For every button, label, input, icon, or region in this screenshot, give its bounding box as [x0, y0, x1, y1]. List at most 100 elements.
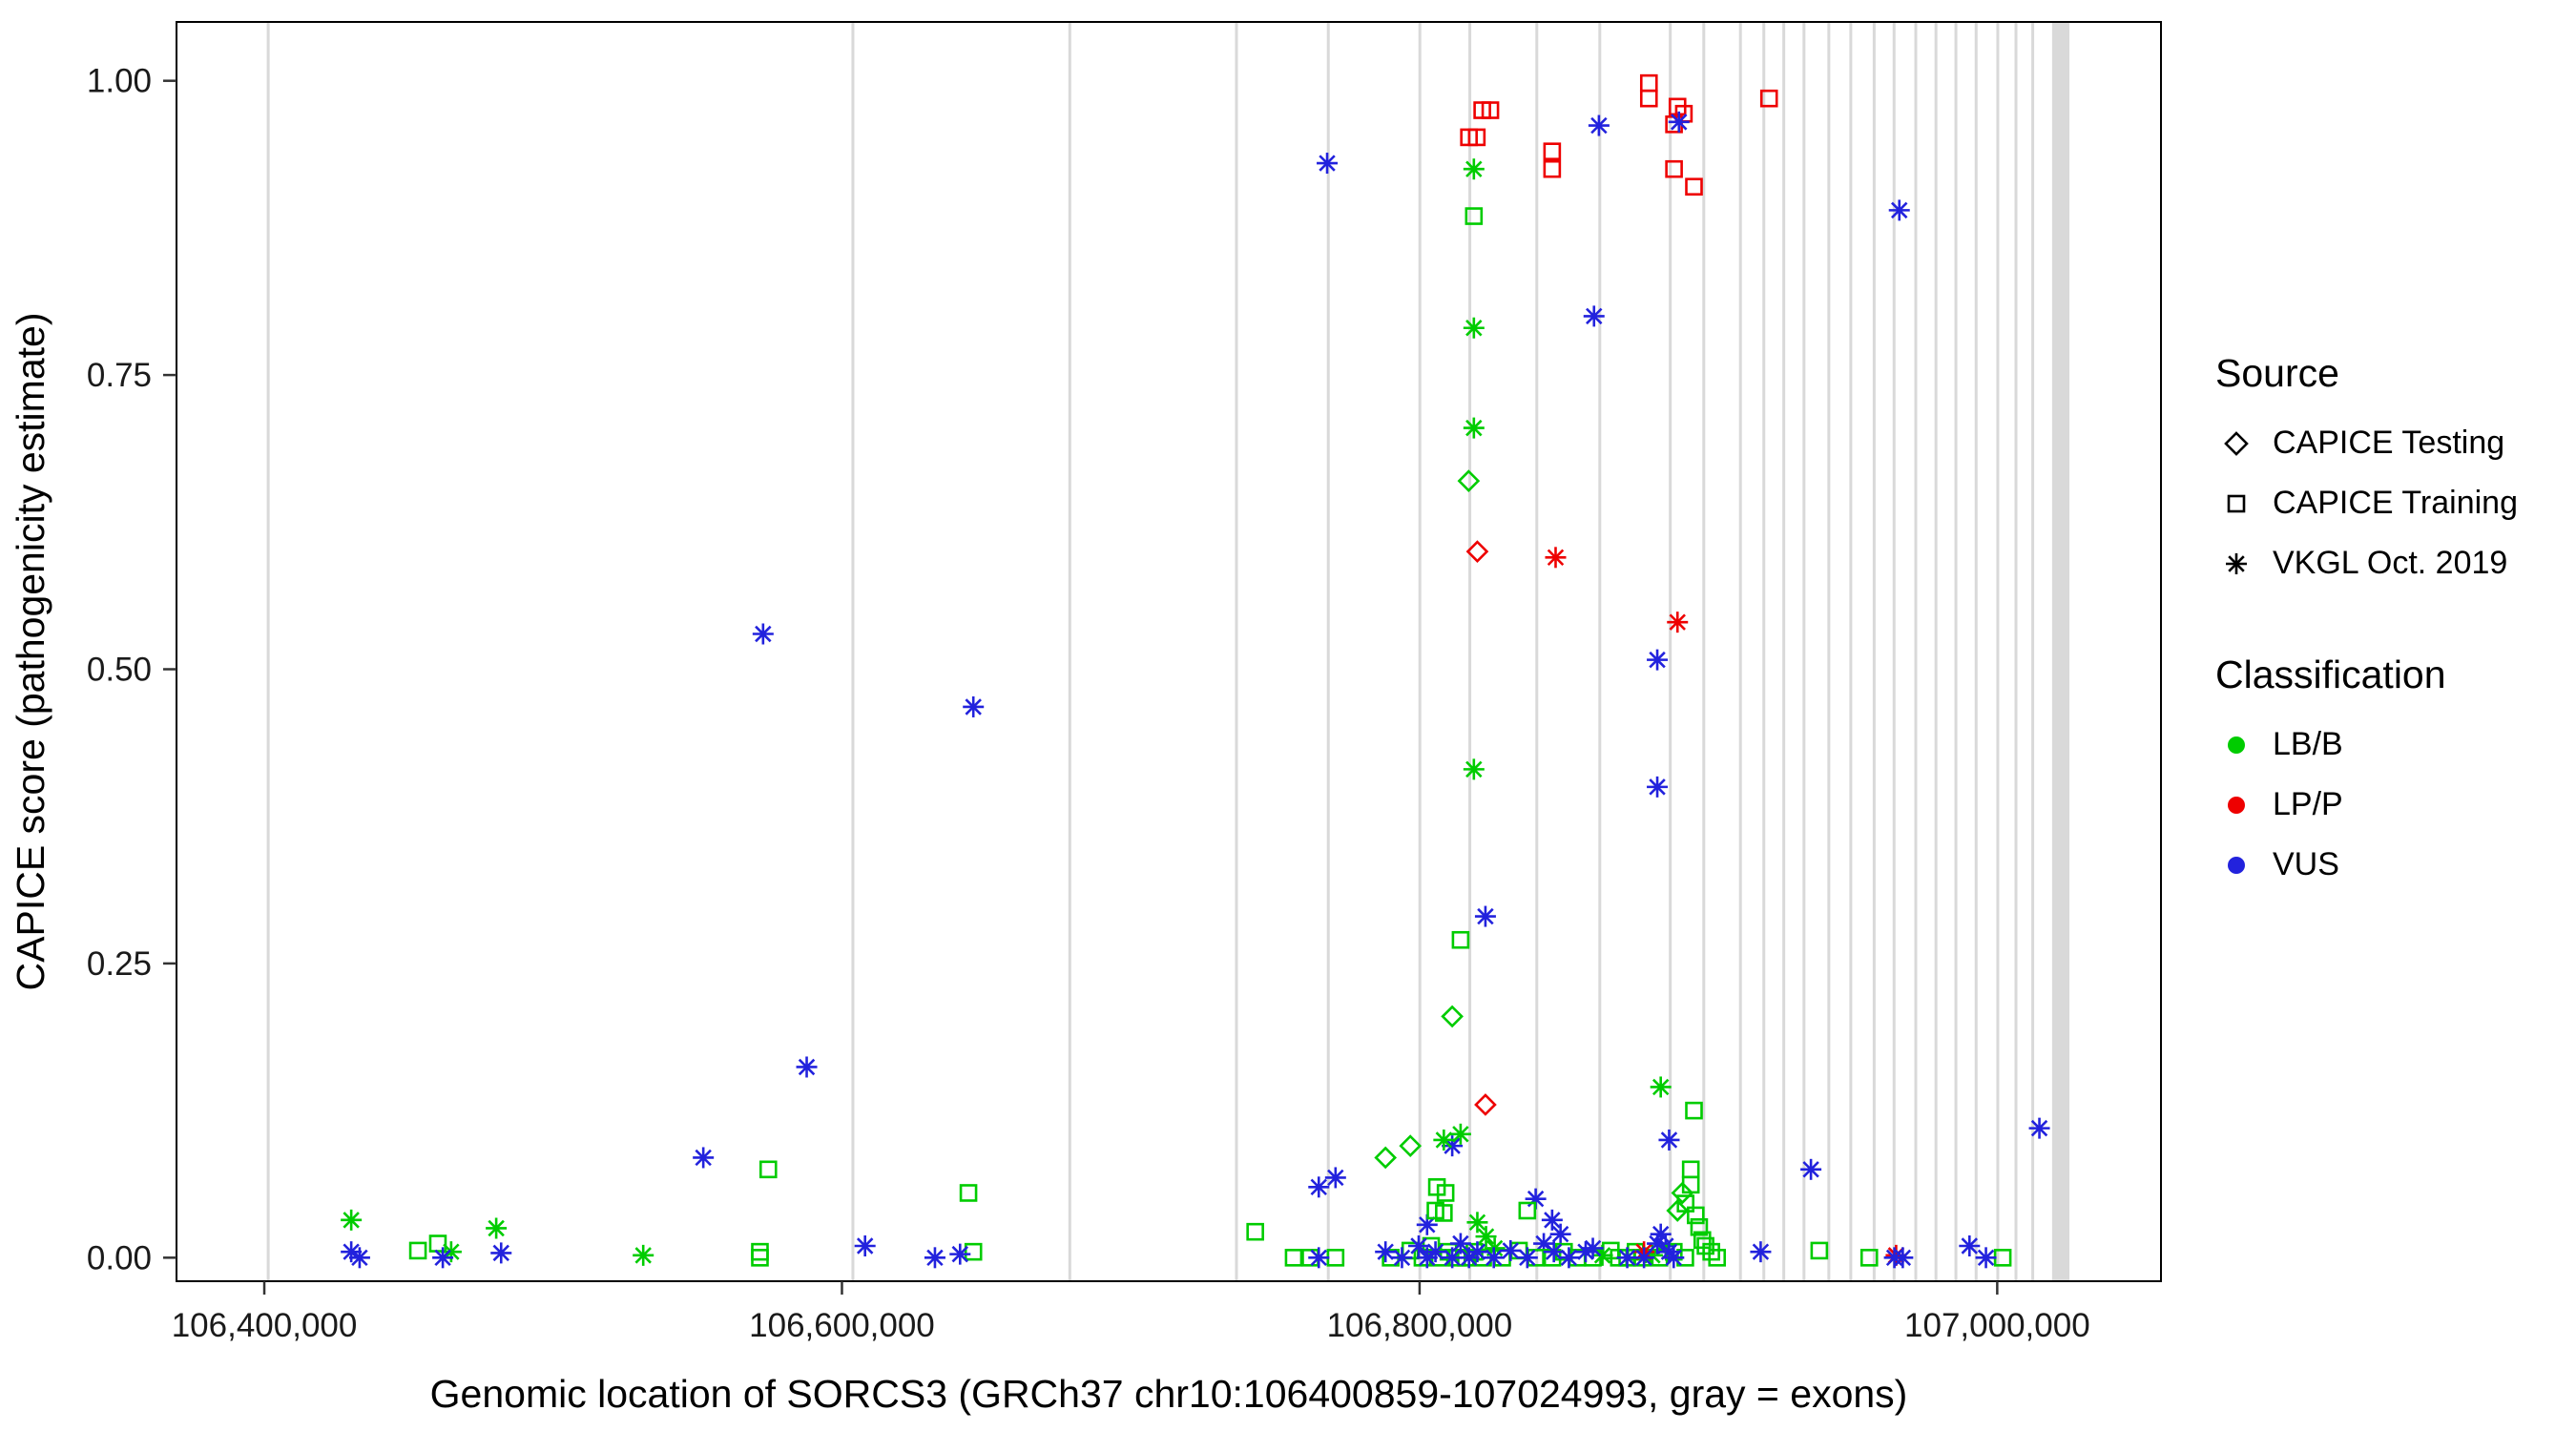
y-tick-label: 0.00	[87, 1239, 152, 1276]
point-asterisk-LBB	[1466, 1212, 1488, 1234]
legend-item-vus: VUS	[2215, 846, 2559, 883]
point-asterisk-VUS	[1647, 776, 1669, 798]
panel-border	[176, 21, 2162, 1282]
exon-band	[1892, 22, 1896, 1281]
point-square-LBB	[1681, 1160, 1700, 1179]
point-diamond-LPP	[1474, 1093, 1497, 1116]
point-asterisk-VUS	[1543, 1241, 1565, 1263]
point-square-LBB	[1436, 1184, 1455, 1202]
x-axis-title: Genomic location of SORCS3 (GRCh37 chr10…	[430, 1372, 1908, 1416]
point-asterisk-LBB	[1463, 158, 1485, 180]
point-square-LPP	[1543, 142, 1562, 161]
point-asterisk-LBB	[1463, 417, 1485, 439]
x-axis: 106,400,000 106,600,000 106,800,000 107,000…	[172, 1281, 2090, 1344]
point-asterisk-VUS	[1549, 1223, 1571, 1245]
point-asterisk-LBB	[1463, 758, 1485, 780]
x-tick-label: 106,600,000	[749, 1307, 935, 1344]
legend-item-lbb: LB/B	[2215, 726, 2559, 763]
exon-band	[1762, 22, 1766, 1281]
exon-band	[1802, 22, 1806, 1281]
point-asterisk-VUS	[1541, 1209, 1563, 1231]
exon-band	[1235, 22, 1238, 1281]
point-asterisk-VUS	[1663, 1247, 1685, 1269]
point-asterisk-VUS	[1391, 1247, 1413, 1269]
point-asterisk-LBB	[1475, 1226, 1497, 1248]
legend-classification-section: Classification LB/B LP/P VUS	[2215, 653, 2559, 883]
point-square-LPP	[1685, 177, 1703, 197]
point-asterisk-LBB	[1449, 1123, 1471, 1145]
red-dot-icon	[2215, 787, 2257, 823]
point-square-LPP	[1467, 128, 1486, 147]
exon-band	[1827, 22, 1831, 1281]
point-asterisk-VUS	[924, 1247, 945, 1269]
green-dot-icon	[2215, 727, 2257, 763]
point-square-LBB	[1326, 1249, 1345, 1267]
point-asterisk-VUS	[1500, 1239, 1522, 1261]
point-asterisk-VUS	[2028, 1117, 2050, 1139]
point-asterisk-VUS	[1582, 1237, 1604, 1259]
point-square-LPP	[1543, 159, 1562, 178]
point-asterisk-VUS	[1458, 1247, 1480, 1269]
point-square-LBB	[1435, 1204, 1453, 1222]
point-asterisk-VUS	[1892, 1247, 1914, 1269]
point-asterisk-VUS	[1975, 1247, 1997, 1269]
exon-band	[1996, 22, 2000, 1281]
point-asterisk-VUS	[1424, 1241, 1446, 1263]
exon-band	[1934, 22, 1938, 1281]
y-tick-label: 0.75	[87, 357, 152, 394]
legend-label: LP/P	[2273, 786, 2343, 822]
point-square-LBB	[1284, 1249, 1303, 1267]
point-square-LBB	[964, 1242, 983, 1261]
diamond-icon	[2215, 425, 2257, 462]
exon-band	[1782, 22, 1786, 1281]
exon-band	[2031, 22, 2035, 1281]
exon-band	[1849, 22, 1853, 1281]
point-square-LBB	[1810, 1241, 1829, 1260]
legend-source-title: Source	[2215, 351, 2339, 395]
point-asterisk-VUS	[1516, 1247, 1538, 1269]
y-tick-label: 0.50	[87, 652, 152, 689]
point-asterisk-VUS	[1588, 114, 1610, 136]
exon-band	[1598, 22, 1602, 1281]
exon-band	[1068, 22, 1071, 1281]
point-asterisk-LBB	[341, 1209, 363, 1231]
exon-band	[1974, 22, 1978, 1281]
point-asterisk-LBB	[1433, 1129, 1455, 1151]
exon-band	[1872, 22, 1876, 1281]
y-axis: 0.00 0.25 0.50 0.75 1.00	[87, 63, 177, 1276]
exon-band	[1738, 22, 1742, 1281]
point-diamond-LBB	[1457, 469, 1481, 492]
point-asterisk-LBB	[633, 1244, 654, 1266]
point-asterisk-LBB	[1463, 317, 1485, 339]
point-square-LBB	[1708, 1249, 1727, 1267]
point-asterisk-VUS	[1750, 1241, 1772, 1263]
point-diamond-LBB	[1374, 1146, 1398, 1170]
point-asterisk-VUS	[854, 1234, 876, 1256]
point-diamond-LBB	[1441, 1005, 1464, 1028]
legend-source-section: Source CAPICE Testing CAPICE Training VK…	[2215, 351, 2559, 582]
point-square-LBB	[751, 1242, 769, 1261]
point-square-LPP	[1639, 89, 1658, 108]
point-asterisk-VUS	[1375, 1241, 1397, 1263]
point-diamond-LBB	[1671, 1181, 1694, 1205]
exon-band	[2014, 22, 2018, 1281]
point-square-LBB	[1685, 1101, 1703, 1120]
exon-band	[1954, 22, 1958, 1281]
data-points	[341, 73, 2050, 1269]
exon-band	[266, 22, 270, 1281]
point-asterisk-LPP	[1667, 612, 1689, 633]
exon-band	[2051, 22, 2070, 1281]
point-asterisk-VUS	[1959, 1234, 1981, 1256]
y-axis-title: CAPICE score (pathogenicity estimate)	[9, 313, 52, 991]
exon-bands	[266, 22, 2070, 1281]
point-asterisk-LPP	[1545, 547, 1567, 569]
point-square-LBB	[408, 1241, 427, 1260]
point-diamond-LBB	[1666, 1199, 1690, 1222]
point-square-LBB	[1702, 1242, 1720, 1261]
point-asterisk-VUS	[949, 1243, 971, 1265]
legend-label: VUS	[2273, 846, 2339, 882]
legend-item-capice-training: CAPICE Training	[2215, 485, 2559, 522]
point-asterisk-VUS	[1647, 1233, 1669, 1255]
point-asterisk-VUS	[963, 695, 985, 717]
